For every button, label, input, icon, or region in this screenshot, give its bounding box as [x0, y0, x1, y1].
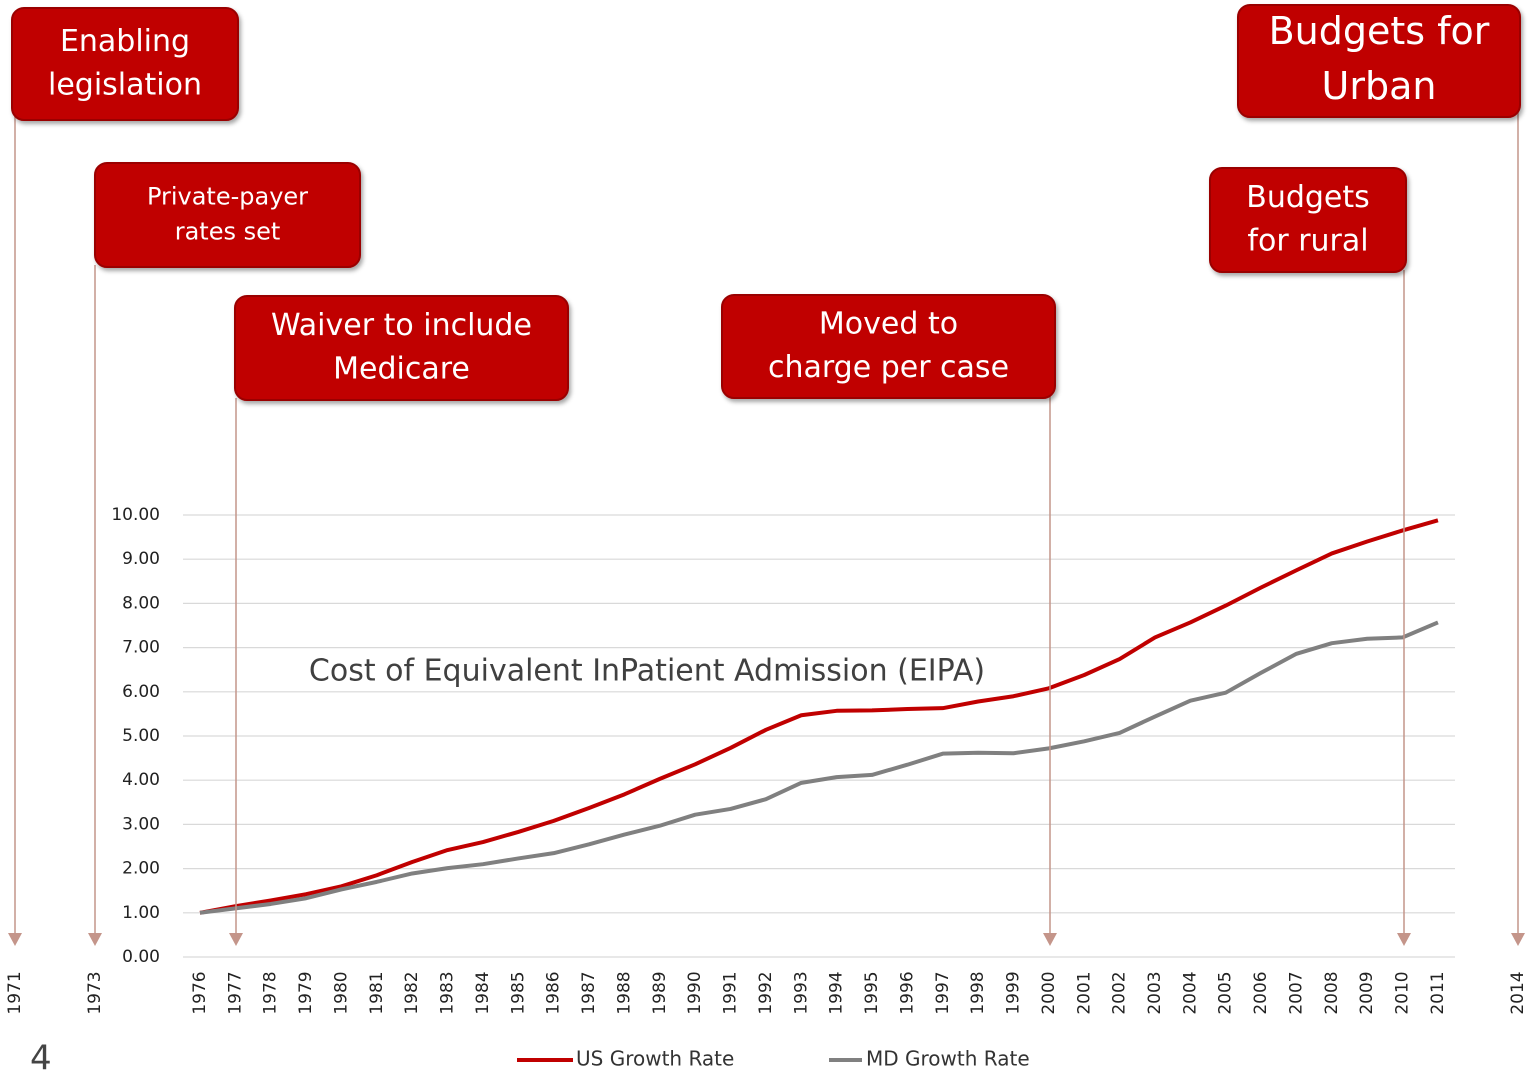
x-tick-label: 1978 — [261, 971, 281, 1014]
y-tick-label: 0.00 — [122, 947, 160, 967]
arrow-head — [88, 933, 102, 946]
x-tick-label: 1997 — [933, 971, 953, 1014]
annotation-box — [721, 294, 1056, 399]
x-tick-label: 1995 — [862, 971, 882, 1014]
x-tick-label: 1985 — [508, 971, 528, 1014]
y-tick-label: 2.00 — [122, 859, 160, 879]
x-tick-label: 1987 — [579, 971, 599, 1014]
annotation-text: for rural — [1247, 223, 1368, 258]
x-tick-label: 2000 — [1039, 971, 1059, 1014]
arrow-head — [1397, 933, 1411, 946]
x-tick-label: 2008 — [1322, 971, 1342, 1014]
x-tick-label: 1998 — [968, 971, 988, 1014]
arrow-head — [1511, 933, 1525, 946]
x-tick-label: 1976 — [190, 971, 210, 1014]
annotation-year: 2014 — [1508, 971, 1528, 1014]
legend-label: US Growth Rate — [576, 1047, 734, 1071]
arrow-head — [8, 933, 22, 946]
chart-title: Cost of Equivalent InPatient Admission (… — [309, 654, 985, 689]
annotation-box — [234, 295, 569, 401]
annotation-text: Waiver to include — [271, 308, 532, 343]
x-tick-label: 1986 — [544, 971, 564, 1014]
x-tick-label: 1994 — [827, 971, 847, 1014]
annotation-year: 1973 — [85, 971, 105, 1014]
x-tick-label: 1982 — [402, 971, 422, 1014]
annotation-box — [1209, 167, 1407, 273]
x-tick-label: 2006 — [1251, 971, 1271, 1014]
annotation-text: rates set — [175, 217, 281, 245]
x-tick-label: 2010 — [1393, 971, 1413, 1014]
annotation-text: Urban — [1322, 64, 1437, 108]
annotation-text: Moved to — [819, 306, 958, 341]
x-tick-label: 1999 — [1004, 971, 1024, 1014]
annotation-text: Enabling — [60, 24, 190, 59]
x-tick-label: 2002 — [1110, 971, 1130, 1014]
annotation-text: charge per case — [768, 350, 1009, 385]
annotation-text: Private-payer — [147, 183, 308, 211]
x-tick-label: 1979 — [296, 971, 316, 1014]
y-tick-label: 6.00 — [122, 682, 160, 702]
x-tick-label: 1981 — [367, 971, 387, 1014]
x-tick-label: 2004 — [1180, 971, 1200, 1014]
annotation-text: Budgets — [1246, 180, 1370, 215]
y-tick-label: 10.00 — [111, 505, 160, 525]
x-tick-label: 1992 — [756, 971, 776, 1014]
arrow-head — [1043, 933, 1057, 946]
annotation-year: 1971 — [5, 971, 25, 1014]
x-tick-label: 1977 — [225, 971, 245, 1014]
annotation-text: Budgets for — [1269, 9, 1490, 53]
x-tick-label: 1988 — [614, 971, 634, 1014]
y-tick-label: 5.00 — [122, 726, 160, 746]
x-tick-label: 2007 — [1286, 971, 1306, 1014]
page-number: 4 — [30, 1039, 52, 1073]
data-line — [199, 518, 1439, 915]
x-tick-label: 1996 — [897, 971, 917, 1014]
annotation-text: Medicare — [333, 351, 470, 386]
annotation-box — [94, 162, 361, 268]
x-tick-label: 1993 — [791, 971, 811, 1014]
x-tick-label: 2005 — [1216, 971, 1236, 1014]
legend-label: MD Growth Rate — [866, 1047, 1030, 1071]
y-tick-label: 8.00 — [122, 593, 160, 613]
y-tick-label: 9.00 — [122, 549, 160, 569]
x-tick-label: 2009 — [1357, 971, 1377, 1014]
x-tick-label: 1984 — [473, 971, 493, 1014]
x-tick-label: 2011 — [1428, 971, 1448, 1014]
x-tick-label: 1989 — [650, 971, 670, 1014]
annotation-box — [1237, 4, 1521, 118]
y-tick-label: 3.00 — [122, 814, 160, 834]
annotation-box — [11, 7, 239, 121]
x-tick-label: 2001 — [1074, 971, 1094, 1014]
y-tick-label: 1.00 — [122, 903, 160, 923]
y-tick-label: 4.00 — [122, 770, 160, 790]
annotation-text: legislation — [48, 67, 202, 102]
data-line — [199, 620, 1439, 915]
x-tick-label: 2003 — [1145, 971, 1165, 1014]
y-tick-label: 7.00 — [122, 638, 160, 658]
x-tick-label: 1991 — [721, 971, 741, 1014]
x-tick-label: 1983 — [438, 971, 458, 1014]
x-tick-label: 1980 — [331, 971, 351, 1014]
arrow-head — [229, 933, 243, 946]
x-tick-label: 1990 — [685, 971, 705, 1014]
